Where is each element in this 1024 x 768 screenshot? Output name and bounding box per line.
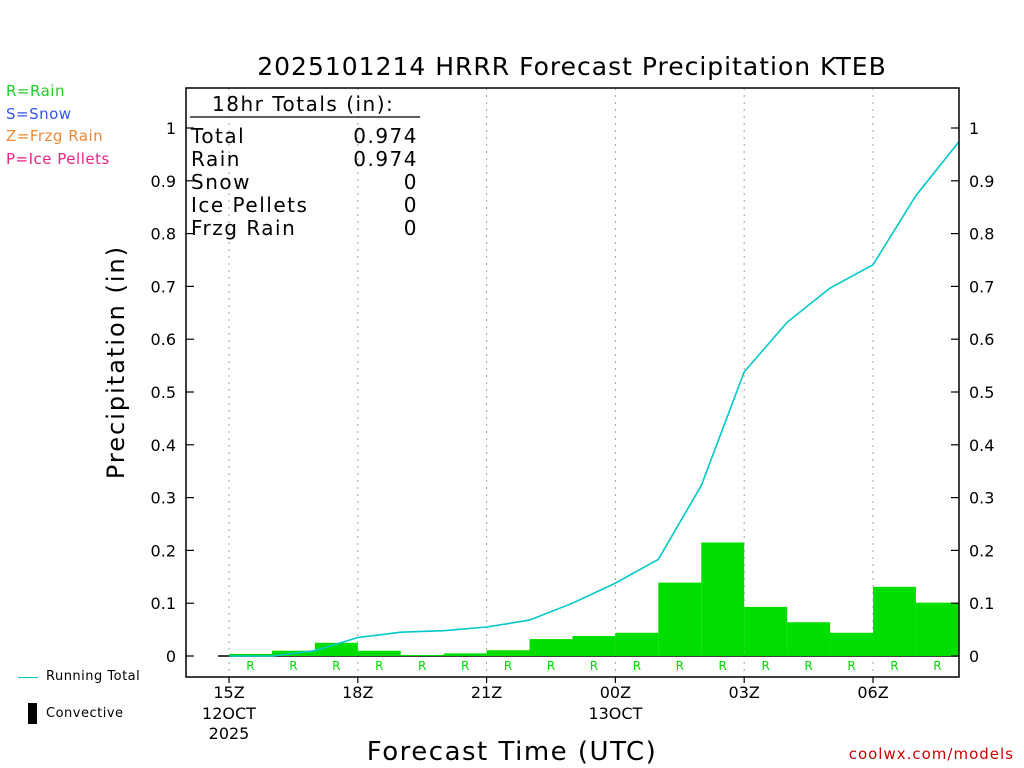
precip-type-marker: R <box>504 659 512 673</box>
running-total-series <box>229 141 960 657</box>
tick-labels: 0 00.1 0.10.2 0.20.3 0.30.4 0.40.5 0.50.6 0.60.… <box>151 119 995 743</box>
precip-type-marker: R <box>461 659 469 673</box>
x-axis-title: Forecast Time (UTC) <box>367 737 658 767</box>
precip-type-marker: R <box>633 659 641 673</box>
totals-row-value: 0.974 <box>353 124 418 148</box>
precip-bar <box>658 582 702 656</box>
precip-type-marker: R <box>418 659 426 673</box>
y-tick-label-right: 0.3 <box>969 489 994 508</box>
precip-type-marker: R <box>804 659 812 673</box>
precip-type-marker: R <box>289 659 297 673</box>
y-tick-label-left: 0.9 <box>151 172 176 191</box>
precip-bar <box>400 654 444 656</box>
running-total-line <box>229 141 960 657</box>
x-tick-label: 21Z <box>471 683 502 702</box>
precip-bar <box>787 622 831 656</box>
y-tick-label-left: 0.2 <box>151 541 176 560</box>
y-tick-label-left: 0.6 <box>151 330 176 349</box>
totals-row-value: 0 <box>404 170 418 194</box>
precip-type-marker: R <box>590 659 598 673</box>
precip-type-marker: R <box>847 659 855 673</box>
y-tick-label-left: 0.5 <box>151 383 176 402</box>
precip-bar <box>830 632 873 656</box>
axes <box>185 87 960 683</box>
x-tick-label: 18Z <box>342 683 373 702</box>
y-tick-label-left: 0.4 <box>151 436 176 455</box>
precip-type-marker: R <box>547 659 555 673</box>
precip-type-marker: R <box>761 659 769 673</box>
precip-type-marker: R <box>375 659 383 673</box>
y-tick-label-right: 0.8 <box>969 225 994 244</box>
precip-bar <box>229 653 272 656</box>
totals-row-value: 0.974 <box>353 147 418 171</box>
precip-bar <box>443 653 487 656</box>
x-tick-year-label: 2025 <box>209 724 250 743</box>
y-tick-label-right: 0.6 <box>969 330 994 349</box>
chart-title: 2025101214 HRRR Forecast Precipitation K… <box>257 52 886 81</box>
precip-type-marker: R <box>933 659 941 673</box>
running-total-label: Running Total <box>46 669 141 684</box>
precip-bar <box>701 542 745 656</box>
totals-row-value: 0 <box>404 216 418 240</box>
precip-bar <box>873 586 916 656</box>
y-tick-label-right: 1 <box>969 119 979 138</box>
totals-row-label: Total <box>190 124 245 148</box>
precip-type-legend-item: P=Ice Pellets <box>6 149 110 168</box>
precip-bar <box>572 635 616 656</box>
y-tick-label-right: 0 <box>969 647 979 666</box>
x-tick-label: 00Z <box>600 683 631 702</box>
y-tick-label-left: 1 <box>166 119 176 138</box>
y-axis-title: Precipitation (in) <box>102 245 130 479</box>
y-tick-label-left: 0.7 <box>151 277 176 296</box>
precip-type-legend-item: R=Rain <box>6 82 65 100</box>
y-tick-label-right: 0.5 <box>969 383 994 402</box>
x-tick-label: 03Z <box>729 683 760 702</box>
y-tick-label-left: 0.3 <box>151 489 176 508</box>
precip-bar <box>615 632 659 656</box>
precip-type-marker: R <box>890 659 898 673</box>
totals-row-label: Rain <box>191 147 241 171</box>
precip-bar <box>314 642 358 656</box>
precip-type-marker: R <box>332 659 340 673</box>
y-tick-label-right: 0.1 <box>969 594 994 613</box>
grid-lines <box>228 88 874 677</box>
convective-swatch <box>28 703 37 724</box>
y-tick-label-left: 0.8 <box>151 225 176 244</box>
x-tick-date-label: 13OCT <box>588 704 642 723</box>
precip-bar <box>357 650 401 656</box>
x-tick-label: 15Z <box>213 683 244 702</box>
totals-row-label: Frzg Rain <box>191 216 296 240</box>
precip-bar <box>744 606 788 656</box>
precip-bar <box>486 650 530 656</box>
totals-heading: 18hr Totals (in): <box>212 92 394 116</box>
y-tick-label-right: 0.9 <box>969 172 994 191</box>
x-tick-label: 06Z <box>857 683 888 702</box>
plot-frame <box>185 87 960 678</box>
y-tick-label-left: 0.1 <box>151 594 176 613</box>
totals-box: 18hr Totals (in): Total 0.974 Rain 0.974 Sno… <box>190 92 420 240</box>
y-tick-label-right: 0.7 <box>969 277 994 296</box>
y-tick-label-left: 0 <box>166 647 176 666</box>
precip-type-legend-item: S=Snow <box>6 104 72 123</box>
y-tick-label-right: 0.4 <box>969 436 994 455</box>
totals-row-label: Ice Pellets <box>191 193 308 217</box>
precip-type-legend-item: Z=Frzg Rain <box>6 127 104 145</box>
precip-type-marker: R <box>246 659 254 673</box>
y-tick-label-right: 0.2 <box>969 541 994 560</box>
site-credit: coolwx.com/models <box>848 745 1014 763</box>
precip-type-marker: R <box>676 659 684 673</box>
totals-row-label: Snow <box>191 170 251 194</box>
precip-bar <box>915 602 959 656</box>
x-tick-date-label: 12OCT <box>202 704 256 723</box>
totals-row-value: 0 <box>404 193 418 217</box>
precip-type-marker: R <box>719 659 727 673</box>
precip-bar <box>529 639 573 656</box>
running-total-swatch <box>18 677 38 678</box>
convective-label: Convective <box>46 706 124 721</box>
